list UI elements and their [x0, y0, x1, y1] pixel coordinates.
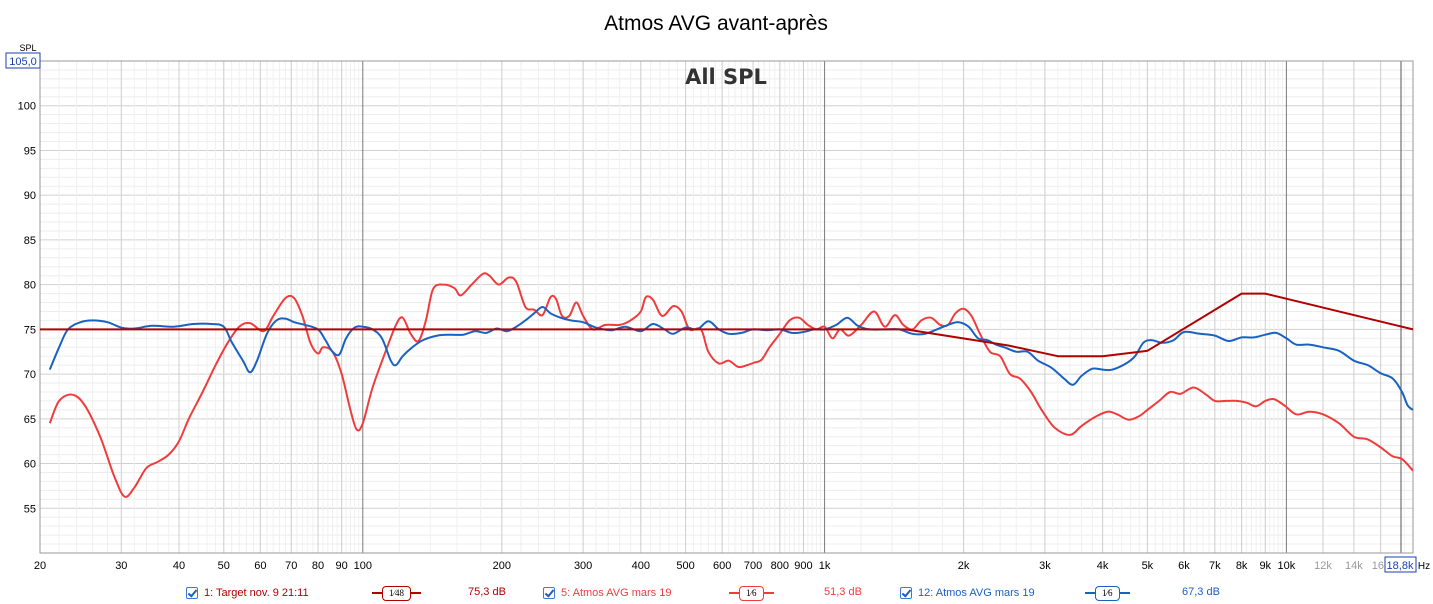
x-tick-label: 800	[771, 560, 789, 572]
plot-subtitle: All SPL	[685, 65, 767, 89]
x-tick-label: 40	[173, 560, 185, 572]
x-tick-label: 9k	[1259, 560, 1271, 572]
y-tick-label: 60	[24, 459, 36, 471]
x-tick-label: 2k	[958, 560, 970, 572]
x-tick-label: 7k	[1209, 560, 1221, 572]
y-tick-label: 65	[24, 414, 36, 426]
x-tick-label: 10k	[1278, 560, 1296, 572]
x-axis-unit: Hz	[1418, 561, 1430, 572]
x-max-box[interactable]: 18,8k	[1384, 556, 1417, 573]
legend-label: 1: Target nov. 9 21:11	[204, 587, 309, 599]
y-tick-label: 100	[18, 101, 36, 113]
x-tick-label: 5k	[1142, 560, 1154, 572]
x-tick-label: 200	[493, 560, 511, 572]
smoothing-label: 1⁄6	[1095, 585, 1120, 601]
series-lines	[40, 272, 1414, 498]
x-max-value: 18,8k	[1387, 560, 1414, 572]
checkbox-icon[interactable]	[543, 587, 555, 599]
y-max-box[interactable]: 105,0	[5, 52, 41, 69]
x-tick-label: 14k	[1345, 560, 1363, 572]
x-tick-label: 900	[794, 560, 812, 572]
smoothing-button-red[interactable]: 1⁄6	[729, 585, 774, 601]
x-tick-label: 400	[632, 560, 650, 572]
x-tick-label: 90	[336, 560, 348, 572]
legend-label: 12: Atmos AVG mars 19	[918, 587, 1035, 599]
legend-label: 5: Atmos AVG mars 19	[561, 587, 672, 599]
x-tick-label: 50	[218, 560, 230, 572]
plot-area-border	[39, 60, 1414, 554]
level-value: 51,3 dB	[824, 586, 862, 598]
x-tick-label: 700	[744, 560, 762, 572]
x-tick-label: 60	[254, 560, 266, 572]
level-value: 67,3 dB	[1182, 586, 1220, 598]
checkbox-icon[interactable]	[900, 587, 912, 599]
smoothing-button-blue[interactable]: 1⁄6	[1085, 585, 1130, 601]
y-tick-label: 90	[24, 190, 36, 202]
x-tick-label: 70	[285, 560, 297, 572]
x-tick-label: 20	[34, 560, 46, 572]
chart-title: Atmos AVG avant-après	[604, 12, 828, 35]
x-tick-label: 6k	[1178, 560, 1190, 572]
y-tick-label: 85	[24, 235, 36, 247]
x-tick-label: 4k	[1097, 560, 1109, 572]
y-tick-label: 70	[24, 369, 36, 381]
x-tick-label: 500	[676, 560, 694, 572]
grid-lines	[39, 61, 1413, 553]
y-tick-label: 55	[24, 503, 36, 515]
y-axis-label: SPL	[19, 43, 36, 53]
y-tick-label: 80	[24, 280, 36, 292]
x-tick-label: 12k	[1314, 560, 1332, 572]
series-line-3	[48, 306, 1414, 411]
series-line-1	[40, 292, 1414, 358]
x-tick-label: 300	[574, 560, 592, 572]
x-tick-label: 8k	[1236, 560, 1248, 572]
x-tick-label: 3k	[1039, 560, 1051, 572]
x-tick-label: 600	[713, 560, 731, 572]
y-tick-label: 95	[24, 145, 36, 157]
smoothing-button-target[interactable]: 1⁄48	[372, 585, 422, 601]
x-tick-label: 1k	[819, 560, 831, 572]
x-tick-label: 100	[354, 560, 372, 572]
x-tick-label: 30	[115, 560, 127, 572]
smoothing-label: 1⁄6	[739, 585, 764, 601]
legend-item-atmos-red[interactable]: 5: Atmos AVG mars 19	[543, 583, 671, 603]
x-tick-label: 80	[312, 560, 324, 572]
y-tick-label: 75	[24, 324, 36, 336]
y-max-value: 105,0	[9, 56, 37, 68]
level-value: 75,3 dB	[468, 586, 506, 598]
smoothing-label: 1⁄48	[382, 585, 412, 601]
checkbox-icon[interactable]	[186, 587, 198, 599]
legend-item-atmos-blue[interactable]: 12: Atmos AVG mars 19	[900, 583, 1035, 603]
legend-item-target[interactable]: 1: Target nov. 9 21:11	[186, 583, 309, 603]
series-line-2	[48, 272, 1414, 498]
axis-labels: 20 30 40 50 60 70 80 90 100 200 300 400 500 600 700 800…	[18, 101, 1390, 572]
